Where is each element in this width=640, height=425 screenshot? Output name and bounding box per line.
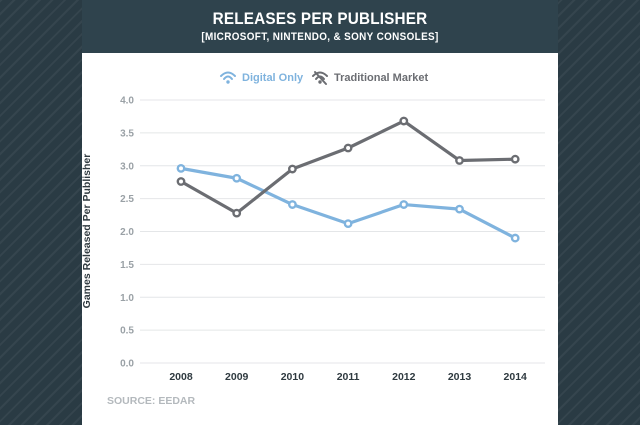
legend-item-traditional: Traditional Market: [312, 71, 428, 85]
wifi-off-icon: [312, 71, 328, 85]
data-point: [510, 233, 520, 243]
grid-lines: [140, 99, 545, 364]
y-axis-ticks: 0.0 0.5 1.0 1.5 2.0 2.5 3.0 3.5 4.0: [120, 96, 134, 370]
x-tick-label: 2013: [448, 371, 472, 383]
data-point: [510, 154, 520, 164]
y-tick-label: 2.5: [120, 194, 134, 205]
series-layer: [176, 116, 520, 243]
data-point: [399, 116, 409, 126]
data-point: [287, 200, 297, 209]
source-note: SOURCE: EEDAR: [107, 395, 196, 407]
x-tick-label: 2010: [281, 371, 305, 383]
data-point: [287, 164, 297, 174]
data-point: [399, 200, 409, 209]
x-tick-label: 2011: [337, 371, 360, 383]
chart-card: RELEASES PER PUBLISHER [MICROSOFT, NINTE…: [82, 0, 558, 425]
x-tick-label: 2012: [392, 371, 416, 383]
series-digital-only: [176, 163, 520, 243]
chart-title: RELEASES PER PUBLISHER: [212, 9, 428, 28]
y-tick-label: 3.0: [120, 161, 134, 172]
legend-label-digital: Digital Only: [242, 72, 304, 84]
series-line: [179, 119, 517, 215]
y-tick-label: 4.0: [120, 96, 134, 107]
data-point: [232, 208, 242, 218]
legend: Digital Only Traditional Market: [220, 71, 428, 85]
legend-label-traditional: Traditional Market: [334, 72, 428, 84]
x-tick-label: 2008: [169, 371, 193, 383]
data-point: [232, 173, 242, 183]
y-axis-label: Games Released Per Publisher: [81, 154, 93, 309]
y-tick-label: 0.0: [120, 359, 134, 370]
data-point: [343, 143, 353, 153]
y-tick-label: 1.5: [120, 260, 134, 271]
y-tick-label: 0.5: [120, 326, 134, 337]
data-point: [455, 204, 464, 214]
data-point: [176, 177, 186, 186]
legend-item-digital: Digital Only: [220, 71, 304, 84]
series-traditional-market: [176, 116, 520, 218]
x-tick-label: 2009: [225, 371, 249, 383]
y-tick-label: 2.0: [120, 227, 134, 238]
x-tick-label: 2014: [504, 371, 528, 383]
y-tick-label: 1.0: [120, 293, 134, 304]
wifi-icon: [220, 71, 236, 84]
data-point: [343, 219, 353, 229]
data-point: [455, 156, 464, 165]
chart-header: RELEASES PER PUBLISHER [MICROSOFT, NINTE…: [82, 0, 558, 53]
chart-subtitle: [MICROSOFT, NINTENDO, & SONY CONSOLES]: [201, 31, 439, 43]
x-axis-ticks: 2008 2009 2010 2011 2012 2013 2014: [169, 371, 527, 383]
data-point: [176, 163, 186, 173]
y-tick-label: 3.5: [120, 128, 134, 139]
